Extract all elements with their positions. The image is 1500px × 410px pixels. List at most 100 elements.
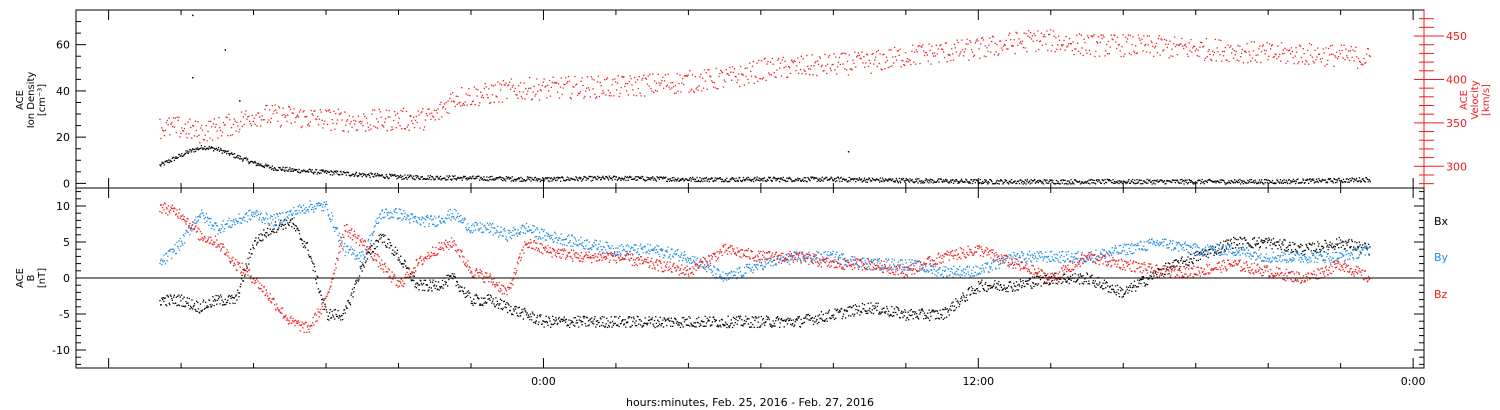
ion-density-points-point	[702, 180, 704, 183]
velocity-points-point	[588, 89, 590, 91]
ion-density-points-point	[260, 165, 263, 167]
ion-density-points-point	[1245, 182, 1247, 184]
velocity-points-point	[376, 127, 379, 129]
velocity-points-point	[249, 123, 252, 125]
bx-points-point	[531, 311, 534, 313]
ion-density-points-point	[160, 165, 162, 167]
bx-points-point	[563, 316, 565, 318]
velocity-points-point	[817, 63, 820, 65]
ion-density-points-point	[751, 179, 753, 181]
bx-points-point	[1045, 282, 1047, 284]
bx-points-point	[739, 317, 741, 319]
bx-points-point	[1188, 264, 1190, 266]
ion-density-points-point	[276, 169, 279, 171]
ion-density-points-point	[1363, 179, 1365, 181]
velocity-points-point	[428, 108, 430, 110]
ion-density-points-point	[337, 173, 339, 176]
velocity-points-point	[633, 94, 635, 96]
ion-density-points-point	[164, 160, 166, 162]
velocity-points-point	[791, 60, 793, 63]
ion-density-points-point	[757, 179, 759, 181]
bx-points-point	[193, 303, 196, 305]
bx-points-point	[1009, 281, 1011, 284]
ion-density-points-point	[407, 174, 409, 176]
ion-density-points-point	[447, 179, 449, 181]
ion-density-points-point	[530, 180, 532, 182]
ion-density-points-point	[1043, 179, 1045, 181]
by-points-point	[208, 224, 210, 226]
bx-points-point	[265, 232, 267, 234]
velocity-points-point	[557, 83, 560, 85]
velocity-points-point	[296, 115, 298, 118]
bx-points-point	[814, 315, 817, 317]
ion-density-points-point	[563, 180, 565, 182]
velocity-points-point	[1245, 51, 1247, 53]
ion-density-points-point	[947, 181, 949, 183]
ion-density-points-point	[404, 174, 406, 176]
ion-density-points-point	[450, 179, 452, 181]
ion-density-points-point	[881, 180, 883, 183]
ion-density-points-point	[1081, 181, 1083, 183]
bx-points-point	[733, 324, 735, 326]
velocity-points-point	[957, 41, 959, 44]
ion-density-points-point	[534, 177, 536, 179]
ion-density-points-point	[1075, 180, 1077, 182]
bx-points-point	[702, 325, 704, 327]
velocity-points-point	[1137, 34, 1139, 36]
bx-points-point	[1010, 286, 1012, 288]
ion-density-points-point	[1179, 179, 1182, 181]
bx-points-point	[1280, 248, 1282, 250]
ion-density-points-point	[206, 148, 208, 150]
ion-density-points-point	[556, 179, 558, 181]
velocity-points-point	[242, 116, 244, 118]
bx-points-point	[1144, 285, 1146, 287]
ion-density-points-point	[726, 177, 728, 179]
velocity-points-point	[675, 92, 677, 94]
ion-density-points-point	[592, 179, 594, 181]
ion-density-points-point	[416, 175, 418, 177]
ion-density-points-point	[921, 182, 924, 184]
bx-points-point	[552, 323, 554, 325]
ion-density-points-point	[297, 171, 299, 173]
bx-points-point	[924, 314, 926, 316]
velocity-points-point	[505, 82, 507, 84]
velocity-points-point	[860, 58, 862, 60]
bx-points-point	[452, 278, 454, 280]
ion-density-points-point	[239, 158, 241, 160]
ion-density-points-point	[282, 166, 284, 168]
velocity-points-point	[1240, 56, 1242, 58]
bx-points-point	[983, 288, 985, 290]
ion-density-points-point	[729, 178, 731, 180]
bx-points-point	[824, 320, 826, 322]
ion-density-points-point	[1245, 182, 1247, 184]
by-points-point	[165, 253, 167, 255]
ion-density-points-point	[1344, 181, 1346, 183]
bx-points-point	[1255, 243, 1258, 245]
ion-density-points-point	[976, 180, 979, 182]
velocity-points-point	[211, 139, 214, 141]
velocity-points-point	[255, 114, 257, 116]
bx-points-point	[830, 317, 832, 320]
velocity-points-point	[1174, 36, 1176, 38]
bx-points-point	[619, 323, 622, 325]
velocity-points-point	[1156, 51, 1159, 54]
bx-points-point	[367, 251, 369, 253]
velocity-points-point	[775, 76, 777, 79]
bx-points-point	[289, 220, 292, 222]
ion-density-points-point	[221, 152, 223, 154]
ion-density-points-point	[867, 179, 869, 181]
ion-density-points-point	[1299, 182, 1301, 184]
velocity-points-point	[1035, 50, 1037, 52]
bx-points-point	[417, 284, 419, 286]
velocity-points-point	[1234, 54, 1236, 56]
ion-density-points-point	[483, 176, 485, 178]
velocity-points-point	[1206, 56, 1208, 58]
velocity-points-point	[1342, 57, 1344, 59]
bx-points-point	[760, 325, 762, 327]
bx-points-point	[1305, 243, 1307, 245]
bx-points-point	[226, 301, 228, 303]
bx-points-point	[411, 280, 413, 282]
bx-points-point	[1201, 253, 1203, 255]
bx-points-point	[497, 307, 500, 309]
velocity-points-point	[1278, 56, 1280, 58]
